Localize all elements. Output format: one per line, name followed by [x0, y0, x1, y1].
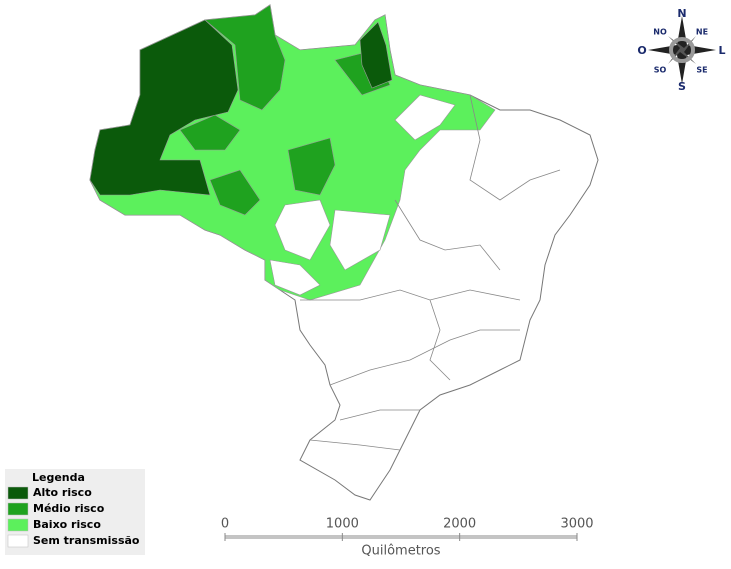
legend-swatch — [7, 518, 29, 532]
legend: Legenda Alto risco Médio risco Baixo risco… — [5, 469, 145, 555]
scale-bar: Quilômetros 0 1000 2000 3000 — [221, 517, 594, 559]
state-border — [300, 289, 521, 301]
state-border — [394, 199, 501, 271]
scale-tick-label: 1000 — [326, 517, 359, 532]
legend-label: Baixo risco — [33, 518, 101, 531]
legend-title: Legenda — [32, 471, 85, 484]
compass: N NE L SE S SO O NO — [637, 7, 725, 93]
compass-west: O — [637, 44, 646, 57]
scale-tick-label: 3000 — [560, 517, 593, 532]
legend-swatch — [7, 502, 29, 516]
legend-swatch — [7, 486, 29, 500]
compass-southwest: SO — [654, 66, 667, 75]
legend-label: Sem transmissão — [33, 534, 140, 547]
legend-box — [5, 469, 145, 555]
compass-southeast: SE — [696, 66, 707, 75]
state-border — [469, 94, 561, 201]
state-border — [429, 299, 451, 381]
compass-ring — [669, 37, 695, 63]
high-risk-region — [89, 19, 239, 196]
high-risk-region — [359, 21, 393, 89]
scale-tick-label: 2000 — [443, 517, 476, 532]
map — [89, 4, 599, 501]
no-transmission-area — [269, 259, 321, 296]
medium-risk-region — [287, 137, 336, 196]
compass-north: N — [677, 7, 686, 20]
compass-east: L — [718, 44, 725, 57]
compass-northwest: NO — [653, 28, 667, 37]
state-border — [309, 439, 401, 451]
no-transmission-area — [394, 94, 456, 141]
no-transmission-area — [329, 209, 391, 271]
compass-south: S — [678, 80, 686, 93]
legend-label: Médio risco — [33, 502, 105, 515]
no-transmission-area — [274, 199, 331, 261]
scale-unit: Quilômetros — [361, 544, 440, 559]
medium-risk-region — [209, 169, 261, 216]
scale-tick-label: 0 — [221, 517, 229, 532]
state-border — [329, 329, 520, 386]
medium-risk-region — [204, 4, 286, 111]
state-border — [339, 409, 420, 421]
medium-risk-region — [179, 114, 241, 151]
legend-swatch — [7, 534, 29, 548]
legend-label: Alto risco — [33, 486, 92, 499]
compass-northeast: NE — [696, 28, 708, 37]
